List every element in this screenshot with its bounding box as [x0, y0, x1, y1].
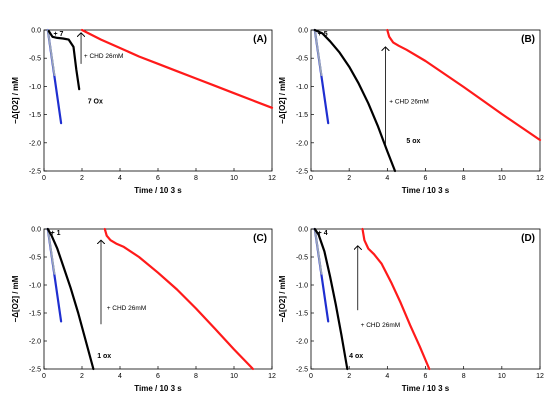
- y-tick-label: -2.5: [296, 169, 308, 176]
- y-tick-label: -1.0: [296, 283, 308, 290]
- series-line-2: [46, 228, 56, 275]
- x-axis-title: Time / 10 3 s: [134, 384, 182, 393]
- ox-label: 7 Ox: [88, 98, 103, 105]
- y-tick-label: -0.5: [29, 255, 41, 262]
- y-tick-label: 0.0: [298, 28, 308, 35]
- chd-label: + CHD 26mM: [361, 322, 401, 329]
- y-tick-label: -2.0: [29, 339, 41, 346]
- x-tick-label: 4: [385, 373, 389, 380]
- series-line-2: [46, 29, 56, 76]
- x-tick-label: 10: [498, 175, 506, 182]
- panel-a: 0 2 4 6 8 10 12 0.0 -0.5 -1.0 -1.5 -2.0 -2.5 Time / 1…: [11, 28, 276, 196]
- y-tick-label: -1.0: [296, 84, 308, 91]
- addition-label: + 5: [318, 31, 328, 38]
- x-tick-label: 0: [309, 373, 313, 380]
- x-tick-label: 2: [347, 373, 351, 380]
- x-tick-label: 10: [498, 373, 506, 380]
- addition-label: + 7: [54, 31, 64, 38]
- y-tick-label: -1.0: [29, 84, 41, 91]
- x-tick-label: 8: [194, 175, 198, 182]
- x-tick-label: 2: [80, 175, 84, 182]
- x-tick-label: 4: [385, 175, 389, 182]
- series-line-3: [47, 30, 81, 91]
- addition-label: + 1: [51, 230, 61, 237]
- x-tick-label: 8: [462, 373, 466, 380]
- plot-frame: [43, 29, 273, 172]
- x-tick-label: 10: [230, 175, 238, 182]
- x-tick-label: 2: [80, 373, 84, 380]
- x-axis-title: Time / 10 3 s: [134, 186, 182, 195]
- chd-label: + CHD 26mM: [84, 53, 124, 60]
- series-line-3: [46, 227, 95, 371]
- x-tick-label: 12: [536, 175, 544, 182]
- x-axis-title: Time / 10 3 s: [402, 384, 450, 393]
- y-axis-title: −Δ[O2] / mM: [278, 275, 287, 322]
- chd-label: + CHD 26mM: [389, 98, 429, 105]
- x-tick-label: 12: [268, 175, 276, 182]
- x-tick-label: 0: [42, 373, 46, 380]
- series-line-3: [313, 227, 349, 371]
- addition-label: + 4: [318, 230, 328, 237]
- x-tick-label: 12: [536, 373, 544, 380]
- x-tick-label: 10: [230, 373, 238, 380]
- x-axis-title: Time / 10 3 s: [402, 186, 450, 195]
- y-tick-label: -0.5: [296, 56, 308, 63]
- x-tick-label: 4: [118, 175, 122, 182]
- y-tick-label: -2.5: [29, 367, 41, 374]
- y-tick-label: 0.0: [31, 227, 41, 234]
- x-tick-label: 2: [347, 175, 351, 182]
- series-line-4: [80, 28, 274, 109]
- series-line-4: [361, 227, 431, 371]
- series-line-3: [313, 28, 397, 173]
- series-line-4: [386, 28, 542, 142]
- y-tick-label: 0.0: [298, 227, 308, 234]
- y-tick-label: -0.5: [296, 255, 308, 262]
- y-axis-title: −Δ[O2] / mM: [11, 275, 20, 322]
- panel-d: 0 2 4 6 8 10 12 0.0 -0.5 -1.0 -1.5 -2.0 -2.5 Time / 1…: [278, 227, 544, 394]
- panel-label: (B): [521, 34, 535, 45]
- y-tick-label: 0.0: [31, 28, 41, 35]
- plot-frame: [43, 228, 273, 370]
- y-tick-label: -2.0: [296, 339, 308, 346]
- y-tick-label: -2.0: [29, 140, 41, 147]
- y-tick-label: -0.5: [29, 56, 41, 63]
- y-tick-label: -1.5: [29, 311, 41, 318]
- x-tick-label: 6: [156, 175, 160, 182]
- panel-b: 0 2 4 6 8 10 12 0.0 -0.5 -1.0 -1.5 -2.0 -2.5 Time / 1…: [278, 28, 544, 196]
- x-tick-label: 12: [268, 373, 276, 380]
- chd-label: + CHD 26mM: [107, 305, 147, 312]
- x-tick-label: 6: [424, 373, 428, 380]
- panel-label: (D): [521, 233, 535, 244]
- series-line-2: [313, 29, 323, 76]
- series-line-2: [313, 228, 323, 275]
- x-tick-label: 0: [309, 175, 313, 182]
- ox-label: 1 ox: [97, 353, 111, 360]
- x-tick-label: 8: [194, 373, 198, 380]
- y-tick-label: -2.5: [296, 367, 308, 374]
- ox-label: 4 ox: [349, 353, 363, 360]
- x-tick-label: 8: [462, 175, 466, 182]
- y-axis-title: −Δ[O2] / mM: [11, 77, 20, 124]
- panel-c: 0 2 4 6 8 10 12 0.0 -0.5 -1.0 -1.5 -2.0 -2.5 Time / 1…: [11, 227, 276, 394]
- panel-label: (C): [253, 233, 267, 244]
- plot-frame: [310, 228, 541, 370]
- ox-label: 5 ox: [406, 138, 420, 145]
- x-tick-label: 4: [118, 373, 122, 380]
- x-tick-label: 6: [424, 175, 428, 182]
- x-tick-label: 0: [42, 175, 46, 182]
- x-tick-label: 6: [156, 373, 160, 380]
- y-tick-label: -1.5: [296, 311, 308, 318]
- panel-label: (A): [253, 34, 267, 45]
- y-tick-label: -1.5: [29, 112, 41, 119]
- y-axis-title: −Δ[O2] / mM: [278, 77, 287, 124]
- y-tick-label: -1.5: [296, 112, 308, 119]
- y-tick-label: -2.0: [296, 140, 308, 147]
- series-line-4: [103, 227, 255, 371]
- y-tick-label: -1.0: [29, 283, 41, 290]
- y-tick-label: -2.5: [29, 169, 41, 176]
